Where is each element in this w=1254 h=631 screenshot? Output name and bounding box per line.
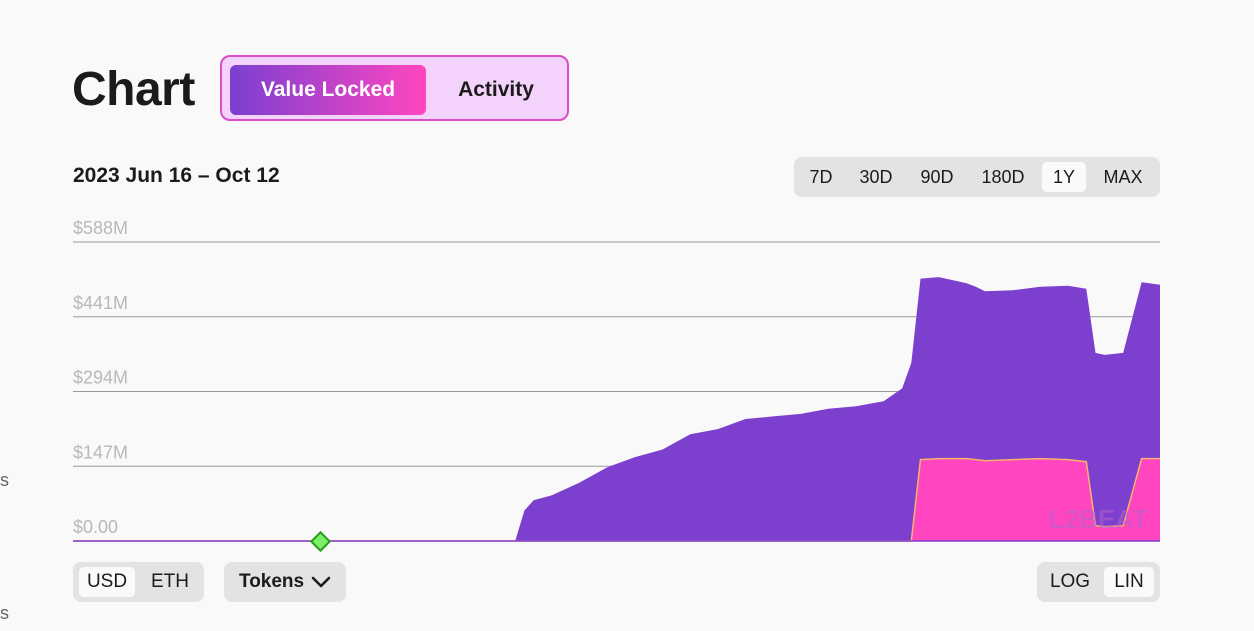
y-tick-label: $0.00 [73,517,118,537]
y-tick-label: $588M [73,218,128,238]
edge-text-fragment: s [0,470,9,490]
eth-button[interactable]: ETH [151,571,189,592]
tab-activity[interactable]: Activity [458,78,534,101]
tab-value-locked[interactable]: Value Locked [230,65,426,115]
y-tick-label: $441M [73,293,128,313]
usd-button[interactable]: USD [79,567,135,597]
edge-text-fragment: s [0,603,9,623]
chart-areas [73,277,1160,542]
range-90d-button[interactable]: 90D [920,167,954,187]
chart-type-tabs: Value Locked Activity [220,55,569,121]
range-180d-button[interactable]: 180D [981,167,1025,187]
range-1y-button[interactable]: 1Y [1042,162,1086,192]
log-scale-button[interactable]: LOG [1049,571,1091,592]
lin-scale-button[interactable]: LIN [1104,567,1154,597]
range-max-button[interactable]: MAX [1103,167,1143,187]
y-tick-label: $147M [73,442,128,462]
scale-toggle: LOG LIN [1037,562,1160,602]
currency-toggle: USD ETH [73,562,204,602]
date-range-label: 2023 Jun 16 – Oct 12 [73,164,280,187]
page-title: Chart [72,63,195,116]
tokens-dropdown[interactable]: Tokens [224,562,346,602]
l2beat-watermark: L2BEAT [1049,504,1148,534]
tokens-label: Tokens [239,571,305,592]
y-tick-label: $294M [73,368,128,388]
chevron-down-icon [311,576,331,588]
range-7d-button[interactable]: 7D [809,167,833,187]
y-axis-labels: $0.00 $147M $294M $441M $588M [73,218,128,537]
green-diamond-marker[interactable] [309,530,332,553]
purple-series-area [73,277,1160,541]
marker-diamond-icon [309,530,332,553]
pink-series-area [73,458,1160,541]
range-30d-button[interactable]: 30D [859,167,893,187]
time-range-selector: 7D 30D 90D 180D 1Y MAX [794,157,1160,197]
